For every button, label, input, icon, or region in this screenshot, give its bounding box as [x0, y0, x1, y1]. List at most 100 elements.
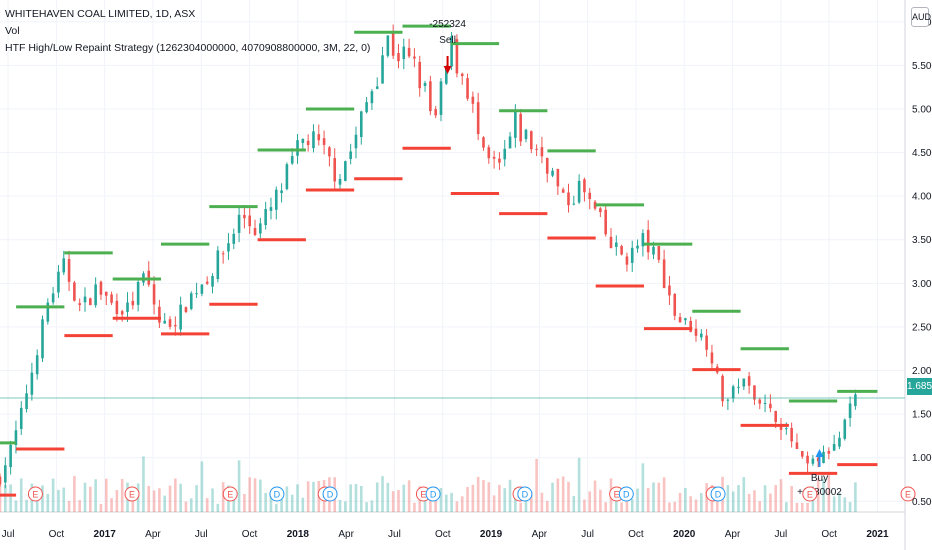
- volume-bar: [832, 496, 836, 512]
- earnings-marker-icon[interactable]: [900, 486, 916, 502]
- symbol-title[interactable]: WHITEHAVEN COAL LIMITED, 1D, ASX: [5, 8, 196, 20]
- volume-bar: [673, 501, 677, 512]
- candle-body: [248, 215, 252, 227]
- volume-bar: [620, 502, 623, 512]
- strategy-legend[interactable]: HTF High/Low Repaint Strategy (126230400…: [5, 42, 371, 54]
- candle-body: [216, 250, 220, 280]
- volume-bar: [381, 476, 384, 512]
- dividend-marker-icon[interactable]: [517, 486, 533, 502]
- volume-bar: [694, 499, 698, 512]
- volume-bar: [413, 502, 416, 512]
- candle-body: [359, 111, 363, 138]
- candle-body: [296, 140, 299, 156]
- candle-body: [561, 189, 565, 193]
- volume-bar: [439, 487, 443, 512]
- earnings-marker-icon[interactable]: [27, 486, 43, 502]
- candle-body: [615, 242, 618, 247]
- candle-body: [530, 131, 533, 150]
- volume-bar: [237, 460, 241, 512]
- volume-bar: [205, 498, 209, 512]
- volume-bar: [827, 472, 831, 512]
- event-marker-label: D: [327, 490, 334, 500]
- volume-bar: [806, 502, 809, 512]
- earnings-marker-icon[interactable]: [222, 486, 238, 502]
- buy-arrow-head-icon[interactable]: [815, 449, 824, 457]
- volume-bar: [593, 480, 597, 512]
- volume-bar: [35, 492, 39, 512]
- volume-bar: [492, 495, 496, 512]
- candle-body: [816, 457, 820, 462]
- earnings-marker-icon[interactable]: [124, 486, 140, 502]
- volume-bar: [402, 484, 406, 512]
- candle-body: [328, 147, 331, 157]
- candle-body: [514, 111, 517, 138]
- candle-body: [30, 372, 34, 395]
- candle-body: [174, 324, 177, 327]
- candle-body: [625, 256, 629, 265]
- candle-body: [115, 300, 119, 315]
- volume-bar: [471, 484, 475, 512]
- event-marker-label: D: [430, 490, 437, 500]
- volume-bar: [503, 488, 507, 512]
- time-tick-label: Oct: [49, 529, 65, 540]
- candle-body: [9, 444, 12, 468]
- volume-bar: [476, 476, 480, 512]
- candle-body: [763, 402, 767, 404]
- currency-button[interactable]: AUD: [911, 7, 931, 27]
- candle-body: [317, 134, 321, 141]
- candle-body: [476, 102, 480, 135]
- volume-bar: [747, 493, 751, 512]
- volume-bar: [62, 487, 66, 512]
- candle-body: [540, 147, 544, 157]
- volume-bar: [726, 485, 730, 512]
- candle-body: [264, 208, 267, 226]
- candle-body: [620, 245, 623, 255]
- candle-body: [57, 271, 60, 293]
- volume-bar: [359, 485, 363, 512]
- earnings-marker-icon[interactable]: [802, 486, 818, 502]
- candle-body: [838, 437, 841, 447]
- volume-bar: [652, 482, 655, 512]
- price-tick-label: 4.000: [912, 192, 932, 203]
- volume-bar: [567, 481, 570, 512]
- candle-body: [163, 320, 167, 324]
- volume-bar: [312, 481, 315, 512]
- candle-body: [710, 352, 714, 364]
- candle-body: [524, 129, 528, 140]
- volume-bar: [466, 486, 469, 512]
- time-tick-label: 2021: [866, 529, 889, 540]
- time-tick-label: Oct: [242, 529, 258, 540]
- volume-bar: [508, 479, 512, 512]
- candle-body: [758, 399, 762, 404]
- volume-bar: [344, 501, 347, 512]
- dividend-marker-icon[interactable]: [322, 486, 338, 502]
- volume-bar: [370, 500, 374, 512]
- candle-body: [243, 214, 246, 219]
- volume-bar: [668, 502, 671, 512]
- time-tick-label: Jul: [388, 529, 401, 540]
- sell-arrow-head-icon[interactable]: [443, 66, 452, 74]
- candle-body: [46, 302, 50, 322]
- candle-body: [779, 425, 783, 430]
- volume-bar: [269, 494, 273, 512]
- candle-body: [418, 61, 422, 89]
- candle-body: [35, 355, 39, 375]
- buy-label: Buy: [811, 473, 828, 484]
- candle-body: [800, 451, 804, 457]
- volume-legend[interactable]: Vol: [5, 25, 20, 37]
- volume-bar: [78, 500, 81, 512]
- volume-bar: [301, 497, 305, 512]
- volume-bar: [763, 485, 767, 512]
- dividend-marker-icon[interactable]: [710, 486, 726, 502]
- volume-bar: [41, 485, 44, 512]
- volume-bar: [429, 490, 432, 512]
- dividend-marker-icon[interactable]: [425, 486, 441, 502]
- dividend-marker-icon[interactable]: [269, 486, 285, 502]
- dividend-marker-icon[interactable]: [618, 486, 634, 502]
- candle-body: [567, 192, 570, 206]
- volume-bar: [51, 478, 55, 512]
- candle-body: [737, 386, 740, 388]
- candle-body: [370, 91, 374, 104]
- volume-bar: [455, 501, 459, 512]
